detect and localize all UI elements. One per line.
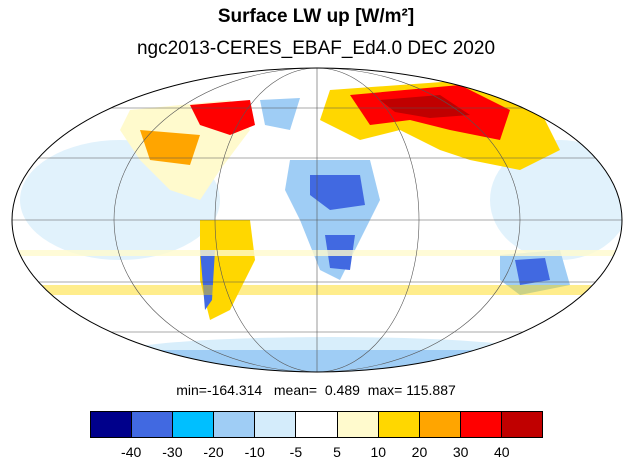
stats-line: min=-164.314 mean= 0.489 max= 115.887 [176, 382, 456, 398]
colorbar-tick-label: 10 [370, 444, 387, 460]
colorbar-tick-label: -30 [162, 444, 183, 460]
colorbar-tick-label: 20 [411, 444, 428, 460]
colorbar-tick-label: -20 [203, 444, 224, 460]
map-subtitle: ngc2013-CERES_EBAF_Ed4.0 DEC 2020 [136, 38, 496, 59]
world-map [11, 67, 623, 373]
colorbar-swatch [337, 412, 379, 437]
colorbar-swatch [91, 412, 133, 437]
colorbar-swatch [460, 412, 502, 437]
colorbar-tick-label: 30 [452, 444, 469, 460]
map-field [12, 68, 622, 372]
map-title: Surface LW up [W/m²] [217, 6, 415, 27]
colorbar-swatch [378, 412, 420, 437]
colorbar [90, 411, 543, 438]
colorbar-swatch [296, 412, 338, 437]
colorbar-swatch [173, 412, 215, 437]
colorbar-tick-label: -40 [121, 444, 142, 460]
colorbar-tick-label: -10 [244, 444, 265, 460]
colorbar-swatch [255, 412, 297, 437]
colorbar-ticks: -40 -30 -20 -10 -5 5 10 20 30 40 [90, 444, 543, 462]
colorbar-swatch [419, 412, 461, 437]
colorbar-swatch [132, 412, 174, 437]
colorbar-swatch [501, 412, 543, 437]
colorbar-tick-label: 5 [333, 444, 341, 460]
colorbar-tick-label: -5 [289, 444, 303, 460]
colorbar-swatch [214, 412, 256, 437]
colorbar-tick-label: 40 [494, 444, 510, 460]
